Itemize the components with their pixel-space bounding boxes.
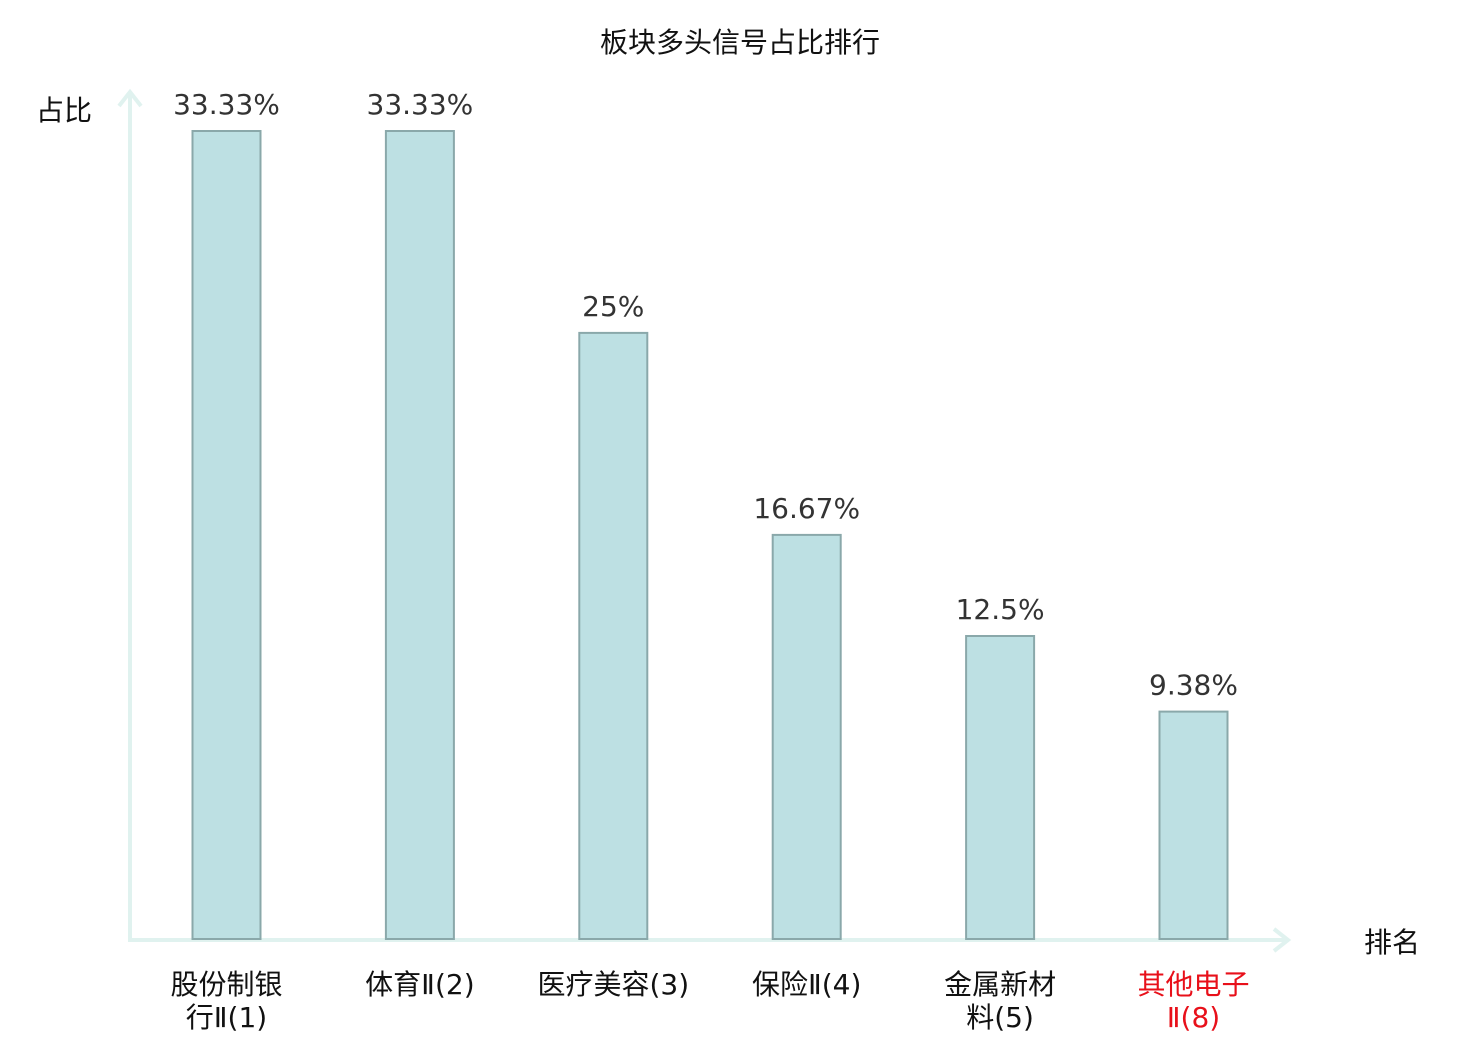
category-tick-label: 其他电子 [1137, 968, 1249, 1001]
category-tick-label: 股份制银 [170, 968, 282, 1001]
y-axis-label: 占比 [36, 94, 92, 127]
data-label: 16.67% [753, 492, 860, 525]
y-axis [117, 88, 143, 940]
y-axis-arrow-icon [117, 88, 143, 108]
category-tick-label: 行Ⅱ(1) [186, 1001, 267, 1034]
value-labels-group: 33.33% 33.33% 25% 16.67% 12.5% 9.38% [173, 88, 1238, 702]
bar [191, 130, 262, 940]
category-tick-label: 金属新材 [944, 968, 1056, 1001]
category-tick-label: Ⅱ(8) [1167, 1001, 1220, 1034]
data-label: 33.33% [173, 88, 280, 121]
bar [578, 331, 649, 940]
data-label: 12.5% [956, 593, 1045, 626]
bar [771, 533, 842, 941]
bars-group [191, 130, 1229, 941]
category-tick-label: 料(5) [966, 1001, 1034, 1034]
chart-title: 板块多头信号占比排行 [600, 26, 880, 59]
data-label: 9.38% [1149, 669, 1238, 702]
bar [965, 635, 1036, 940]
data-label: 25% [582, 290, 644, 323]
category-tick-label: 体育Ⅱ(2) [365, 968, 474, 1001]
x-axis [128, 927, 1292, 953]
bar [384, 130, 455, 940]
bar [1158, 710, 1229, 940]
x-axis-label: 排名 [1364, 926, 1420, 959]
category-tick-label: 保险Ⅱ(4) [752, 968, 861, 1001]
x-axis-arrow-icon [1272, 927, 1292, 953]
data-label: 33.33% [367, 88, 474, 121]
category-tick-label: 医疗美容(3) [537, 968, 689, 1001]
